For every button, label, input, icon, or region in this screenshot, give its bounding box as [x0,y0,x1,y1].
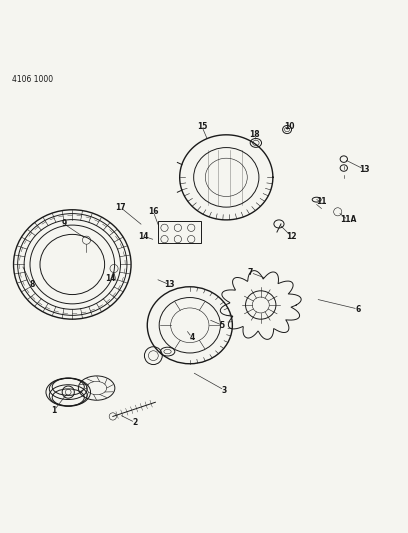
Text: 5: 5 [220,321,225,330]
Text: 9: 9 [62,220,67,229]
Text: 14: 14 [106,274,116,283]
Text: 18: 18 [249,130,260,139]
Text: 4106 1000: 4106 1000 [11,75,53,84]
Text: 4: 4 [189,333,195,342]
Text: 7: 7 [248,268,253,277]
Text: 8: 8 [29,280,34,289]
Text: 6: 6 [355,304,361,313]
Text: 11A: 11A [340,215,356,224]
Text: 16: 16 [148,207,159,216]
Text: 3: 3 [222,385,227,394]
Text: 17: 17 [115,203,126,212]
Text: 11: 11 [316,197,327,206]
Text: 15: 15 [197,122,207,131]
Text: 12: 12 [286,232,296,240]
Text: 13: 13 [359,165,369,174]
Text: 10: 10 [284,122,294,131]
Text: 1: 1 [51,406,57,415]
Text: 13: 13 [164,280,175,289]
Text: 14: 14 [138,232,149,240]
Text: 2: 2 [133,418,138,427]
